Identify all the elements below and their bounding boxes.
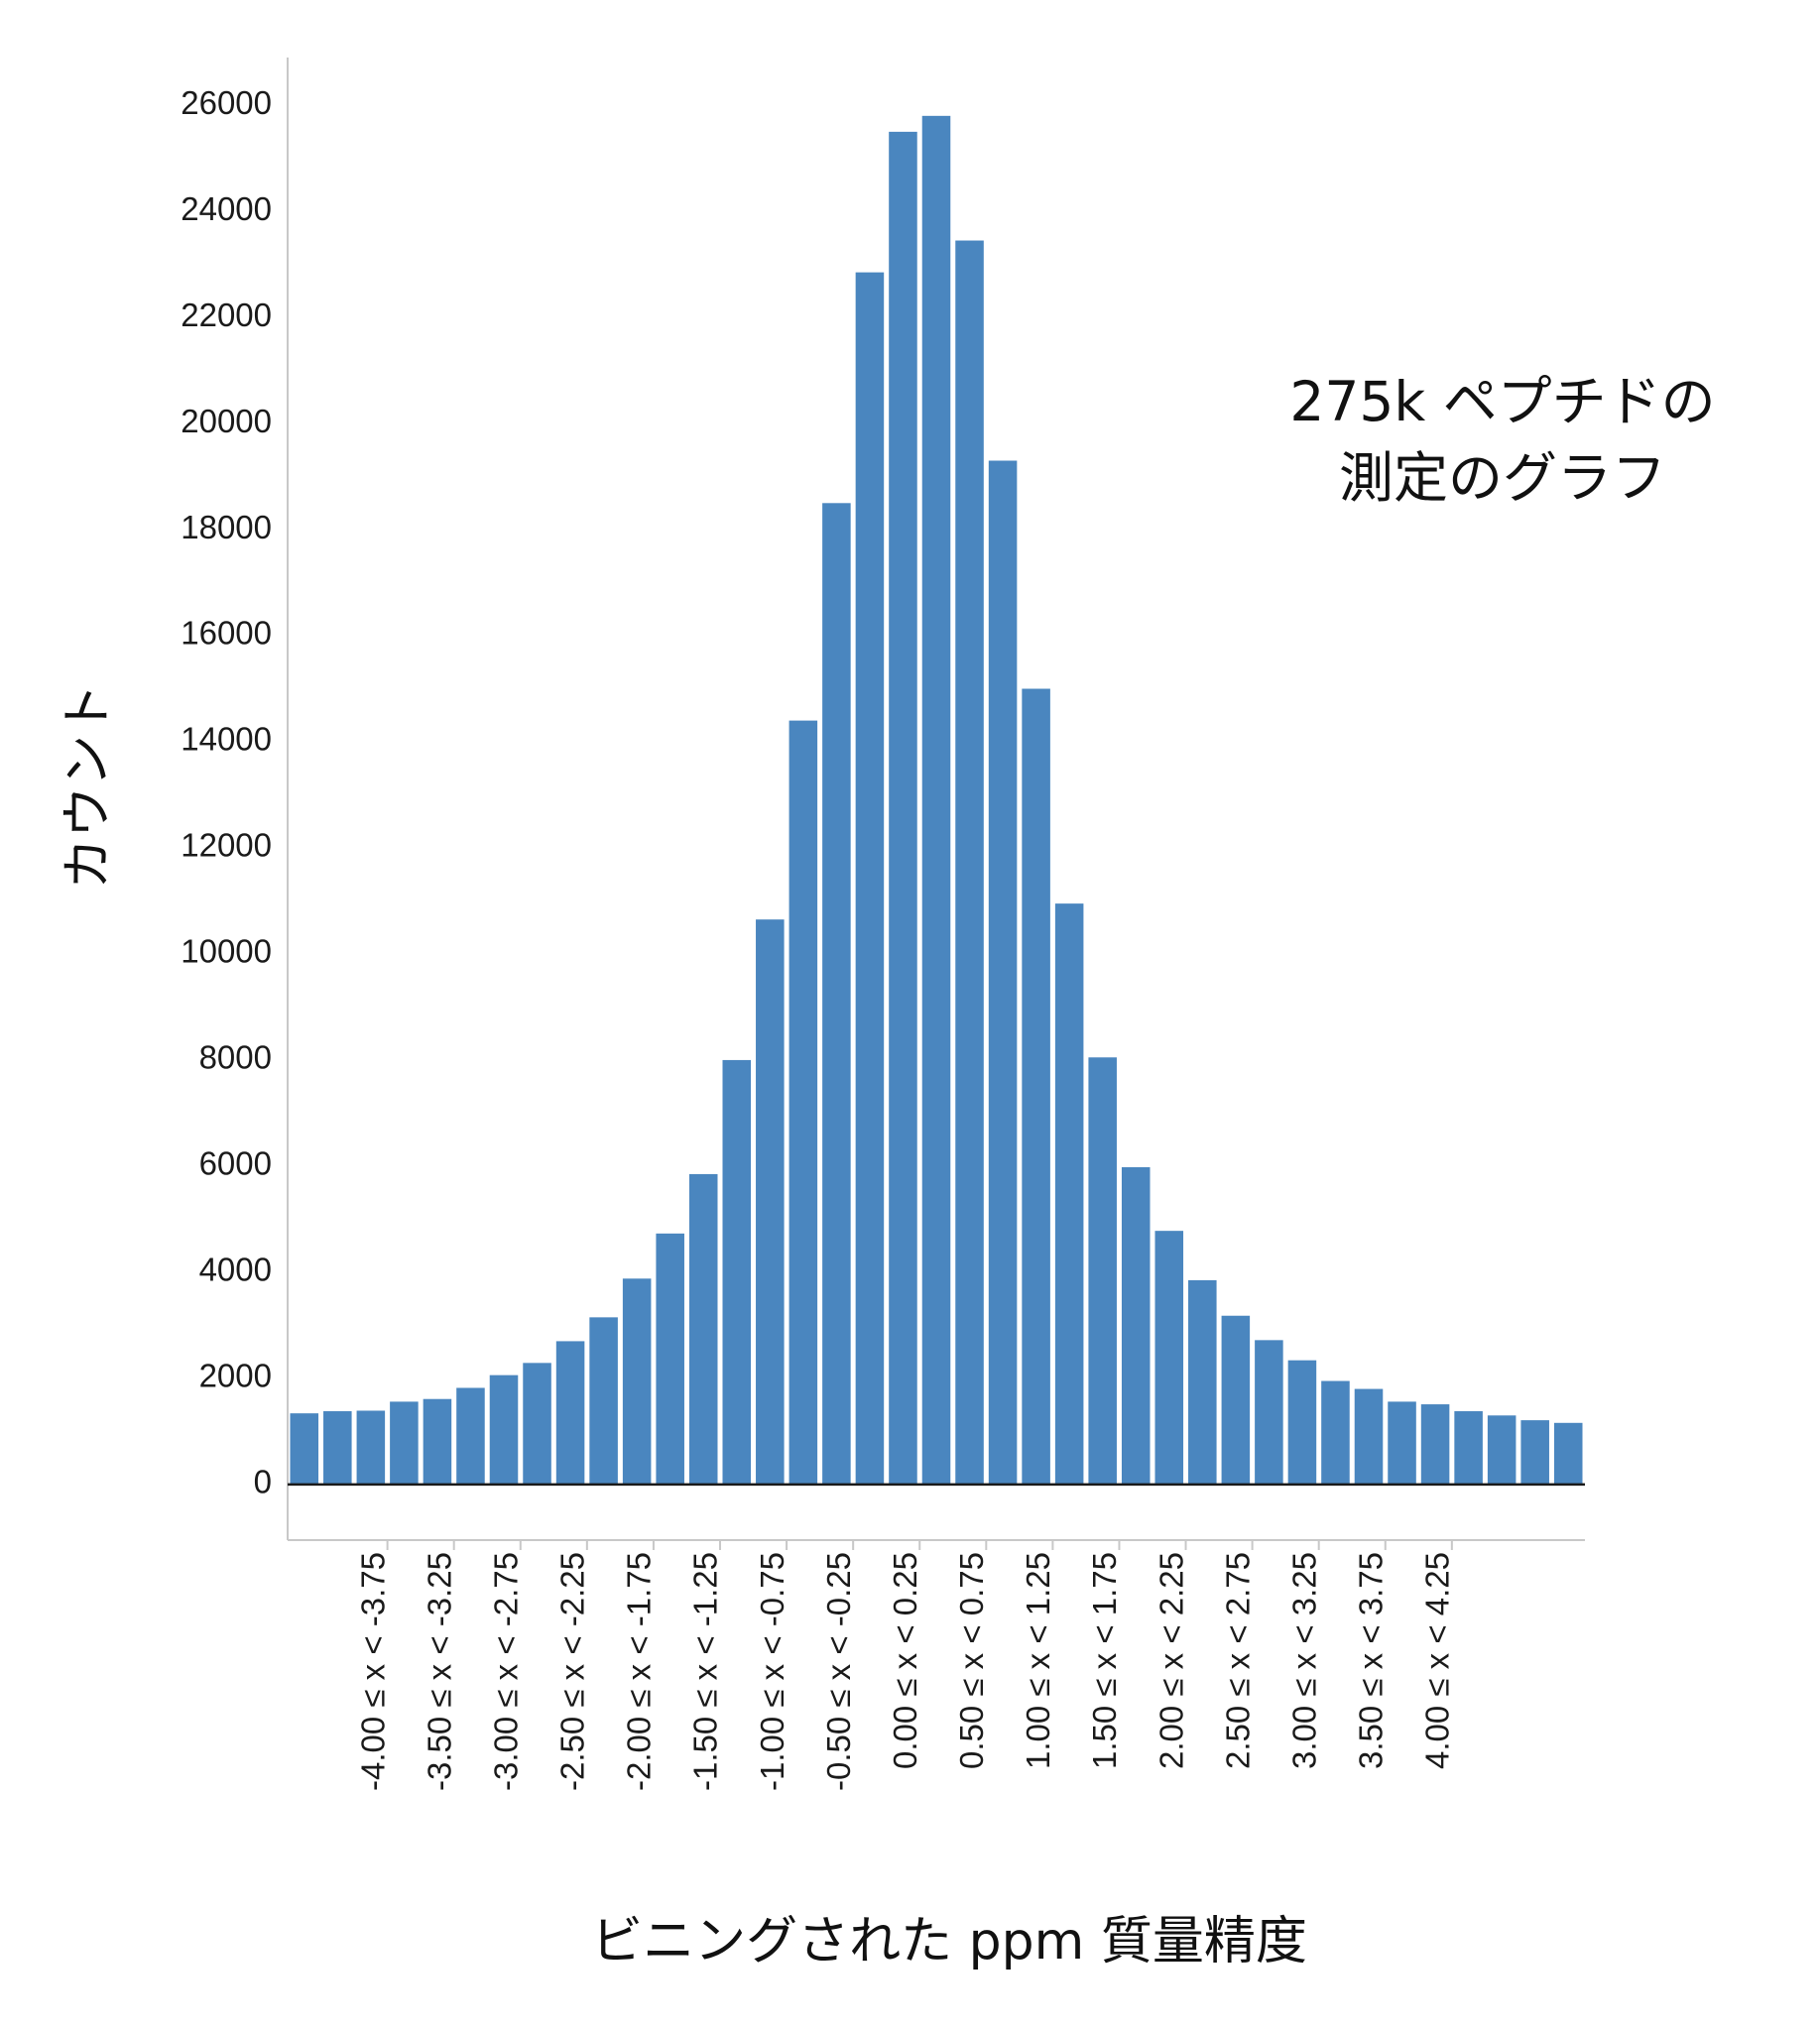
bar (722, 1059, 752, 1485)
bar (390, 1401, 419, 1485)
bar (955, 240, 984, 1485)
y-tick-label: 2000 (199, 1358, 272, 1394)
x-tick-label: -3.50 ≤ x < -3.25 (421, 1552, 457, 1791)
x-axis: -4.00 ≤ x < -3.75 -3.50 ≤ x < -3.25 -3.00 … (288, 1483, 1585, 1791)
bar (1553, 1422, 1583, 1485)
bar (855, 272, 885, 1485)
x-tick-label: -0.50 ≤ x < -0.25 (820, 1552, 857, 1791)
bars (290, 115, 1583, 1485)
bar (988, 460, 1018, 1485)
x-tick-label: 3.00 ≤ x < 3.25 (1285, 1552, 1322, 1769)
bar (1287, 1360, 1317, 1485)
bar (1121, 1166, 1151, 1485)
y-tick-label: 6000 (199, 1145, 272, 1182)
bar (1221, 1315, 1251, 1485)
y-tick-label: 8000 (199, 1039, 272, 1076)
bar (1054, 903, 1084, 1485)
y-tick-label: 22000 (181, 297, 272, 333)
bar (1188, 1279, 1217, 1485)
bar (1487, 1415, 1517, 1485)
bar (555, 1341, 585, 1485)
bar (1022, 688, 1050, 1485)
x-tick-label: -1.50 ≤ x < -1.25 (687, 1552, 724, 1791)
bar (889, 131, 917, 1485)
y-tick-label: 16000 (181, 615, 272, 652)
bar (1354, 1388, 1384, 1485)
bar (523, 1363, 551, 1485)
x-tick-label: -2.50 ≤ x < -2.25 (554, 1552, 591, 1791)
bar (789, 720, 818, 1485)
bar (1154, 1231, 1184, 1485)
bar (456, 1387, 485, 1485)
x-tick-label: -1.00 ≤ x < -0.75 (754, 1552, 790, 1791)
bar (356, 1410, 386, 1485)
bar (688, 1173, 718, 1485)
x-tick-label: 2.00 ≤ x < 2.25 (1153, 1552, 1189, 1769)
annotation-line-2: 測定のグラフ (1339, 446, 1666, 510)
x-tick-label: 0.00 ≤ x < 0.25 (887, 1552, 923, 1769)
bar (489, 1374, 519, 1485)
bar (1454, 1411, 1483, 1485)
y-tick-label: 18000 (181, 509, 272, 545)
y-tick-label: 10000 (181, 933, 272, 970)
bar (323, 1411, 352, 1485)
y-axis: 0 2000 4000 6000 8000 10000 12000 14000 16000 180… (181, 58, 289, 1540)
x-tick-label: 4.00 ≤ x < 4.25 (1419, 1552, 1456, 1769)
x-tick-label: -3.00 ≤ x < -2.75 (487, 1552, 524, 1791)
y-axis-title: カウント (59, 683, 118, 890)
bar (822, 503, 851, 1485)
bar (1255, 1340, 1283, 1485)
bar (921, 115, 951, 1485)
bar (1388, 1401, 1416, 1485)
y-tick-label: 4000 (199, 1252, 272, 1288)
x-axis-title: ビニングされた ppm 質量精度 (591, 1912, 1307, 1971)
y-tick-label: 14000 (181, 721, 272, 758)
bar (656, 1233, 684, 1485)
bar (1520, 1420, 1549, 1485)
y-tick-label: 20000 (181, 403, 272, 439)
x-tick-label: -2.00 ≤ x < -1.75 (621, 1552, 658, 1791)
bar (1088, 1057, 1117, 1485)
bar (756, 919, 785, 1485)
bar (589, 1317, 618, 1485)
y-tick-label: 12000 (181, 827, 272, 864)
y-tick-label: 0 (254, 1464, 272, 1500)
x-tick-label: -4.00 ≤ x < -3.75 (354, 1552, 391, 1791)
bar (1321, 1380, 1350, 1485)
x-tick-label: 3.50 ≤ x < 3.75 (1352, 1552, 1389, 1769)
x-tick-label: 1.50 ≤ x < 1.75 (1086, 1552, 1123, 1769)
x-tick-label: 1.00 ≤ x < 1.25 (1020, 1552, 1056, 1769)
bar (622, 1278, 652, 1485)
x-tick-label: 0.50 ≤ x < 0.75 (953, 1552, 990, 1769)
annotation-line-1: 275k ペプチドの (1289, 370, 1715, 433)
bar (423, 1398, 452, 1485)
x-tick-label: 2.50 ≤ x < 2.75 (1219, 1552, 1256, 1769)
bar (290, 1413, 319, 1485)
y-tick-label: 24000 (181, 190, 272, 227)
y-tick-label: 26000 (181, 84, 272, 121)
bar (1420, 1404, 1450, 1485)
